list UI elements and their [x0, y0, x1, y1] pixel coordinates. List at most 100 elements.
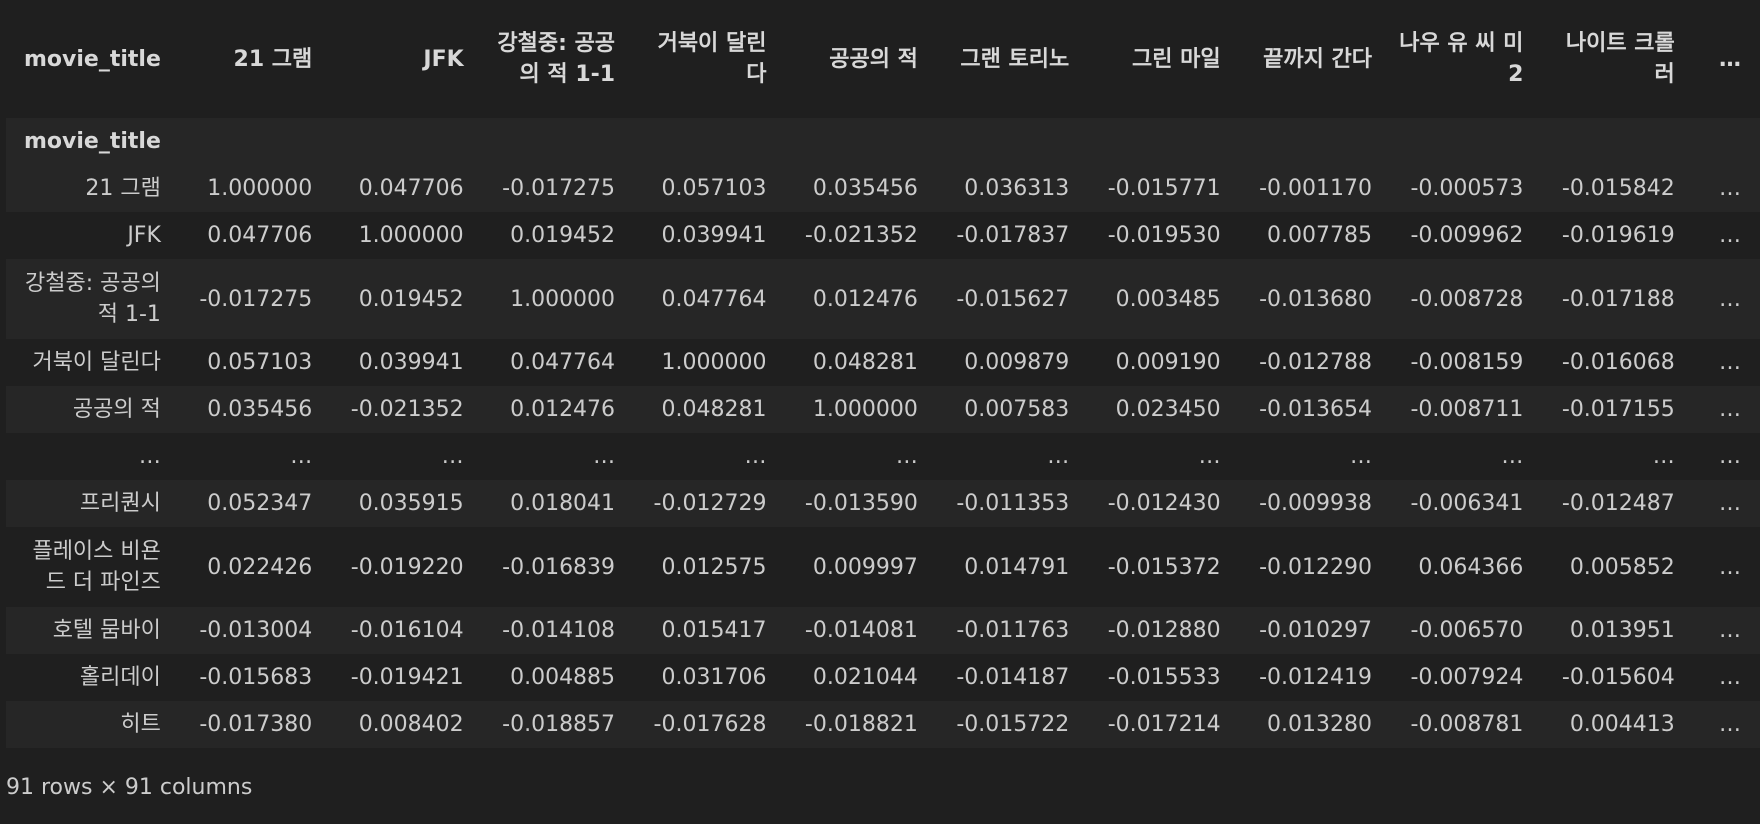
table-cell: -0.017380 [199, 712, 313, 737]
column-header: 21 그램 [233, 46, 313, 72]
empty-header-cell [785, 118, 936, 165]
empty-header-cell [483, 118, 634, 165]
table-cell: -0.006341 [1410, 491, 1524, 516]
table-cell: … [1350, 444, 1373, 469]
table-cell: 0.048281 [812, 350, 918, 375]
column-header: 공공의 적 [829, 46, 918, 72]
table-cell: … [1652, 444, 1675, 469]
table-cell: -0.013590 [804, 491, 918, 516]
column-header: JFK [423, 46, 464, 72]
table-cell: -0.017214 [1107, 712, 1221, 737]
table-cell: -0.018821 [804, 712, 918, 737]
table-cell: 0.057103 [661, 176, 767, 201]
table-cell: -0.013680 [1259, 286, 1373, 312]
row-index-label: 공공의 적 [72, 397, 161, 422]
table-cell: 0.004885 [510, 665, 616, 690]
table-cell: -0.014108 [502, 618, 616, 643]
row-index-label: 강철중: 공공의 적 1-1 [25, 271, 161, 327]
table-cell: 0.031706 [661, 665, 767, 690]
empty-header-cell [331, 118, 482, 165]
empty-header-cell [180, 118, 331, 165]
table-cell: -0.009938 [1259, 491, 1373, 516]
table-cell: -0.015604 [1561, 665, 1675, 690]
column-ellipsis-header: … [1719, 46, 1741, 72]
table-cell: 0.019452 [510, 223, 616, 248]
table-cell: 0.009997 [812, 554, 918, 580]
table-cell: 0.018041 [510, 491, 616, 516]
table-cell: -0.018857 [502, 712, 616, 737]
table-cell: … [1501, 444, 1524, 469]
table-cell: 1.000000 [207, 176, 313, 201]
table-cell: -0.008711 [1410, 397, 1524, 422]
table-cell: -0.017275 [199, 286, 313, 312]
column-header: 강철중: 공공의 적 1-1 [497, 31, 616, 87]
table-row: 프리퀀시 0.052347 0.035915 0.018041 -0.012729 -0.… [6, 480, 1760, 527]
table-cell: -0.012419 [1259, 665, 1373, 690]
table-cell: -0.017188 [1561, 286, 1675, 312]
index-name-row: movie_title [6, 118, 1760, 165]
table-cell: … [290, 444, 313, 469]
table-cell: -0.014187 [956, 665, 1070, 690]
ellipsis-cell: … [1719, 350, 1741, 375]
ellipsis-cell: … [1719, 223, 1741, 248]
table-cell: -0.012290 [1259, 554, 1373, 580]
empty-header-cell [1391, 118, 1542, 165]
table-cell: -0.016068 [1561, 350, 1675, 375]
column-header: 나우 유 씨 미 2 [1399, 31, 1524, 87]
table-cell: 0.009879 [964, 350, 1070, 375]
table-cell: -0.015627 [956, 286, 1070, 312]
table-cell: 0.007583 [964, 397, 1070, 422]
table-cell: -0.009962 [1410, 223, 1524, 248]
table-cell: 0.047764 [510, 350, 616, 375]
table-cell: … [895, 444, 918, 469]
dataframe-shape-label: 91 rows × 91 columns [6, 775, 253, 800]
row-index-label: 홀리데이 [79, 665, 161, 690]
table-cell: -0.016104 [350, 618, 464, 643]
ellipsis-cell: … [1719, 176, 1741, 201]
table-cell: 0.022426 [207, 554, 313, 580]
table-cell: 0.005852 [1569, 554, 1675, 580]
table-cell: 0.047706 [358, 176, 464, 201]
table-row: 거북이 달린다 0.057103 0.039941 0.047764 1.000000 0… [6, 339, 1760, 386]
table-row: 플레이스 비욘드 더 파인즈 0.022426 -0.019220 -0.016839… [6, 527, 1760, 607]
ellipsis-cell: … [1719, 397, 1741, 422]
table-cell: -0.006570 [1410, 618, 1524, 643]
table-cell: -0.011763 [956, 618, 1070, 643]
table-cell: -0.013004 [199, 618, 313, 643]
table-cell: -0.012788 [1259, 350, 1373, 375]
index-name-header: movie_title [24, 46, 161, 72]
table-cell: -0.000573 [1410, 176, 1524, 201]
ellipsis-cell: … [1719, 712, 1741, 737]
table-cell: … [1198, 444, 1221, 469]
table-cell: 1.000000 [358, 223, 464, 248]
table-cell: 0.008402 [358, 712, 464, 737]
table-cell: … [441, 444, 464, 469]
ellipsis-cell: … [1719, 491, 1741, 516]
table-row: 호텔 뭄바이 -0.013004 -0.016104 -0.014108 0.01541… [6, 607, 1760, 654]
table-cell: 0.004413 [1569, 712, 1675, 737]
ellipsis-cell: … [1719, 286, 1741, 312]
table-cell: -0.015771 [1107, 176, 1221, 201]
table-cell: -0.016839 [502, 554, 616, 580]
table-cell: -0.001170 [1259, 176, 1373, 201]
ellipsis-cell: … [1719, 554, 1741, 580]
table-cell: -0.013654 [1259, 397, 1373, 422]
table-body: 21 그램 1.000000 0.047706 -0.017275 0.057103 0.… [6, 165, 1760, 748]
empty-header-cell [937, 118, 1088, 165]
table-cell: 0.035456 [207, 397, 313, 422]
table-cell: -0.019619 [1561, 223, 1675, 248]
table-cell: … [593, 444, 616, 469]
column-header: 그랜 토리노 [960, 46, 1070, 72]
table-row: 21 그램 1.000000 0.047706 -0.017275 0.057103 0.… [6, 165, 1760, 212]
table-cell: -0.015842 [1561, 176, 1675, 201]
table-cell: 0.013951 [1569, 618, 1675, 643]
table-cell: -0.011353 [956, 491, 1070, 516]
table-cell: -0.010297 [1259, 618, 1373, 643]
row-index-label: 히트 [120, 712, 161, 737]
row-index-label: 호텔 뭄바이 [52, 618, 161, 643]
row-index-label: … [138, 444, 161, 469]
table-cell: -0.012430 [1107, 491, 1221, 516]
table-cell: 0.012575 [661, 554, 767, 580]
column-header: 거북이 달린다 [657, 31, 767, 87]
table-cell: 0.003485 [1115, 286, 1221, 312]
